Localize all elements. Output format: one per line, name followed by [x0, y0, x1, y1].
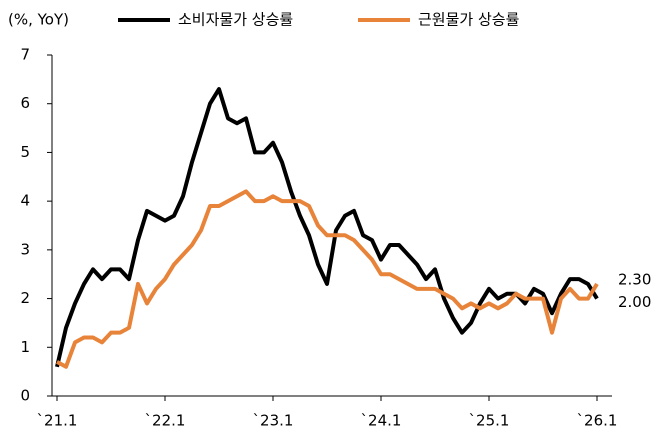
y-tick-label: 5 [20, 143, 30, 161]
x-tick-label: `21.1 [37, 412, 78, 430]
series-line [55, 87, 599, 368]
x-tick-label: `24.1 [361, 412, 402, 430]
x-tick-label: `22.1 [145, 412, 186, 430]
y-tick-label: 1 [20, 338, 30, 356]
y-tick-label: 6 [20, 94, 30, 112]
y-tick-label: 2 [20, 289, 30, 307]
x-tick-label: `23.1 [253, 412, 294, 430]
y-tick-label: 0 [20, 387, 30, 405]
data-label: 2.30 [618, 270, 651, 288]
legend-label: 근원물가 상승률 [418, 11, 520, 29]
x-tick-label: `26.1 [577, 412, 618, 430]
series-line [56, 189, 599, 369]
y-axis-label: (%, YoY) [8, 11, 69, 29]
y-tick-label: 4 [20, 192, 30, 210]
y-tick-label: 3 [20, 240, 30, 258]
legend-label: 소비자물가 상승률 [178, 11, 293, 29]
x-tick-label: `25.1 [469, 412, 510, 430]
y-tick-label: 7 [20, 46, 30, 64]
data-label: 2.00 [618, 293, 651, 311]
